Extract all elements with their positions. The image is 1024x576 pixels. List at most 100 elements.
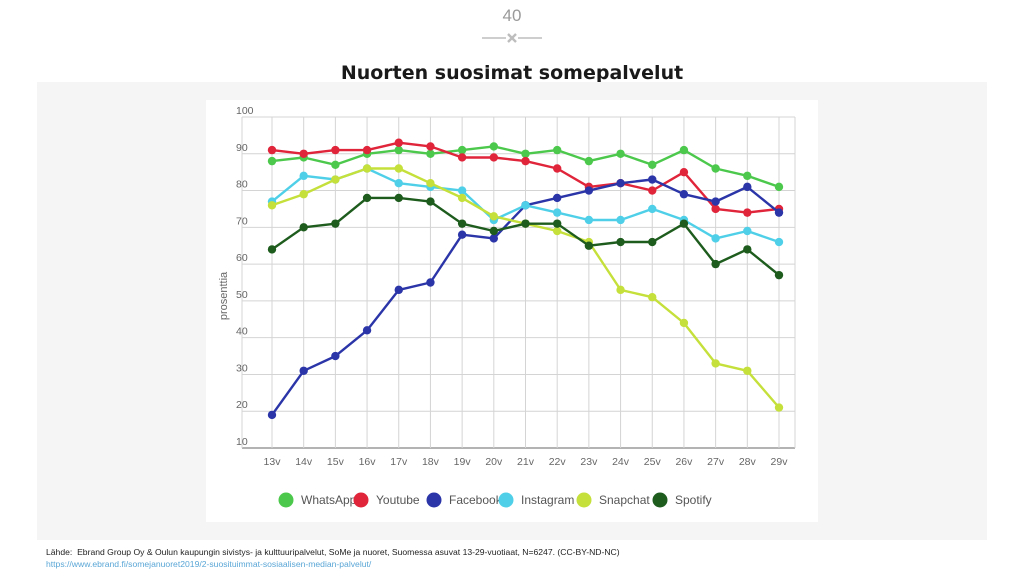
- x-tick-label: 27v: [707, 456, 725, 468]
- data-point-youtube: [362, 145, 372, 155]
- data-point-youtube: [743, 208, 752, 217]
- legend-item-youtube: Youtube: [353, 492, 420, 508]
- data-point-instagram: [552, 208, 562, 217]
- x-tick-label: 26v: [675, 456, 693, 468]
- x-tick-label: 28v: [739, 456, 757, 468]
- data-point-spotify: [457, 219, 467, 228]
- y-tick-label: 40: [236, 326, 248, 338]
- data-point-youtube: [457, 153, 467, 162]
- data-point-whatsapp: [711, 164, 720, 173]
- legend-marker-instagram: [498, 492, 514, 508]
- x-tick-label: 20v: [485, 456, 503, 468]
- line-chart: 10 20 30 40 50 60 70 80 90 100 13v 14v 15v 16v 17v 18v…: [218, 105, 796, 508]
- legend-label-instagram: Instagram: [521, 493, 574, 507]
- x-tick-label: 22v: [549, 456, 567, 468]
- x-tick-label: 15v: [327, 456, 345, 468]
- data-point-spotify: [616, 237, 625, 247]
- data-point-whatsapp: [267, 156, 277, 166]
- data-point-whatsapp: [521, 149, 530, 158]
- y-tick-label: 100: [236, 105, 254, 117]
- y-tick-label: 30: [236, 362, 248, 374]
- source-text: Ebrand Group Oy & Oulun kaupungin sivist…: [77, 547, 620, 557]
- data-point-spotify: [394, 193, 403, 203]
- x-tick-label: 23v: [580, 456, 598, 468]
- legend-item-snapchat: Snapchat: [576, 492, 650, 508]
- chart-panel: 10 20 30 40 50 60 70 80 90 100 13v 14v 15v 16v 17v 18v…: [206, 100, 818, 522]
- data-point-whatsapp: [743, 171, 752, 181]
- data-point-snapchat: [457, 193, 467, 203]
- legend-marker-snapchat: [576, 492, 592, 508]
- data-point-whatsapp: [489, 142, 499, 151]
- data-point-youtube: [299, 149, 308, 158]
- data-point-spotify: [774, 270, 784, 280]
- data-point-facebook: [331, 351, 340, 361]
- data-point-whatsapp: [616, 149, 625, 158]
- data-point-snapchat: [774, 403, 784, 412]
- data-point-spotify: [267, 245, 277, 254]
- data-point-youtube: [394, 138, 403, 147]
- series-spotify: [267, 193, 784, 280]
- y-tick-label: 50: [236, 289, 248, 301]
- data-point-facebook: [457, 230, 467, 239]
- x-tick-labels: 13v 14v 15v 16v 17v 18v 19v 20v 21v 22v 23v 24v 25v 2…: [264, 456, 789, 468]
- legend-marker-facebook: [426, 492, 442, 508]
- y-tick-label: 60: [236, 252, 248, 264]
- x-tick-label: 19v: [454, 456, 472, 468]
- data-point-facebook: [394, 285, 403, 295]
- data-point-youtube: [521, 156, 530, 166]
- data-point-whatsapp: [426, 149, 435, 158]
- data-point-whatsapp: [774, 182, 784, 192]
- data-point-youtube: [331, 145, 340, 155]
- data-point-whatsapp: [394, 145, 403, 155]
- page-number: 40: [502, 6, 522, 25]
- data-point-spotify: [489, 226, 499, 236]
- data-point-spotify: [679, 219, 689, 228]
- data-point-instagram: [616, 215, 625, 225]
- data-point-instagram: [743, 226, 752, 236]
- y-tick-labels: 10 20 30 40 50 60 70 80 90 100: [236, 105, 254, 448]
- x-tick-label: 16v: [359, 456, 377, 468]
- y-tick-label: 20: [236, 399, 248, 411]
- y-tick-label: 90: [236, 142, 248, 154]
- data-point-whatsapp: [648, 160, 657, 170]
- data-point-youtube: [552, 164, 562, 173]
- legend-item-facebook: Facebook: [426, 492, 503, 508]
- data-point-snapchat: [679, 318, 689, 328]
- y-tick-label: 70: [236, 215, 248, 227]
- source-label: Lähde:: [46, 547, 73, 557]
- legend: WhatsApp Youtube Facebook Instagram Snapchat…: [278, 492, 712, 508]
- y-tick-label: 10: [236, 436, 248, 448]
- source-link[interactable]: https://www.ebrand.fi/somejanuoret2019/2…: [46, 559, 372, 569]
- y-tick-label: 80: [236, 179, 248, 191]
- data-point-facebook: [299, 366, 308, 375]
- data-point-whatsapp: [457, 145, 467, 155]
- data-point-snapchat: [426, 179, 435, 188]
- divider-ornament-icon: [482, 33, 542, 43]
- x-tick-label: 14v: [295, 456, 313, 468]
- data-point-whatsapp: [331, 160, 340, 170]
- legend-marker-spotify: [652, 492, 668, 508]
- data-point-spotify: [711, 259, 720, 269]
- data-point-snapchat: [299, 190, 308, 199]
- x-tick-label: 18v: [422, 456, 440, 468]
- data-point-whatsapp: [584, 156, 594, 166]
- data-point-facebook: [711, 197, 720, 206]
- gridlines: [241, 116, 796, 449]
- legend-label-youtube: Youtube: [376, 493, 420, 507]
- data-point-facebook: [584, 186, 594, 195]
- data-point-youtube: [489, 153, 499, 162]
- data-point-spotify: [552, 219, 562, 228]
- data-point-snapchat: [743, 366, 752, 375]
- x-tick-label: 29v: [771, 456, 789, 468]
- data-point-youtube: [267, 145, 277, 155]
- data-point-youtube: [648, 186, 657, 195]
- legend-item-spotify: Spotify: [652, 492, 712, 508]
- data-point-spotify: [299, 223, 308, 232]
- data-point-instagram: [774, 237, 784, 247]
- data-point-instagram: [648, 204, 657, 214]
- data-point-instagram: [299, 171, 308, 181]
- data-point-youtube: [426, 142, 435, 151]
- x-tick-label: 17v: [390, 456, 408, 468]
- y-axis-label: prosenttia: [218, 271, 230, 320]
- data-point-youtube: [711, 204, 720, 214]
